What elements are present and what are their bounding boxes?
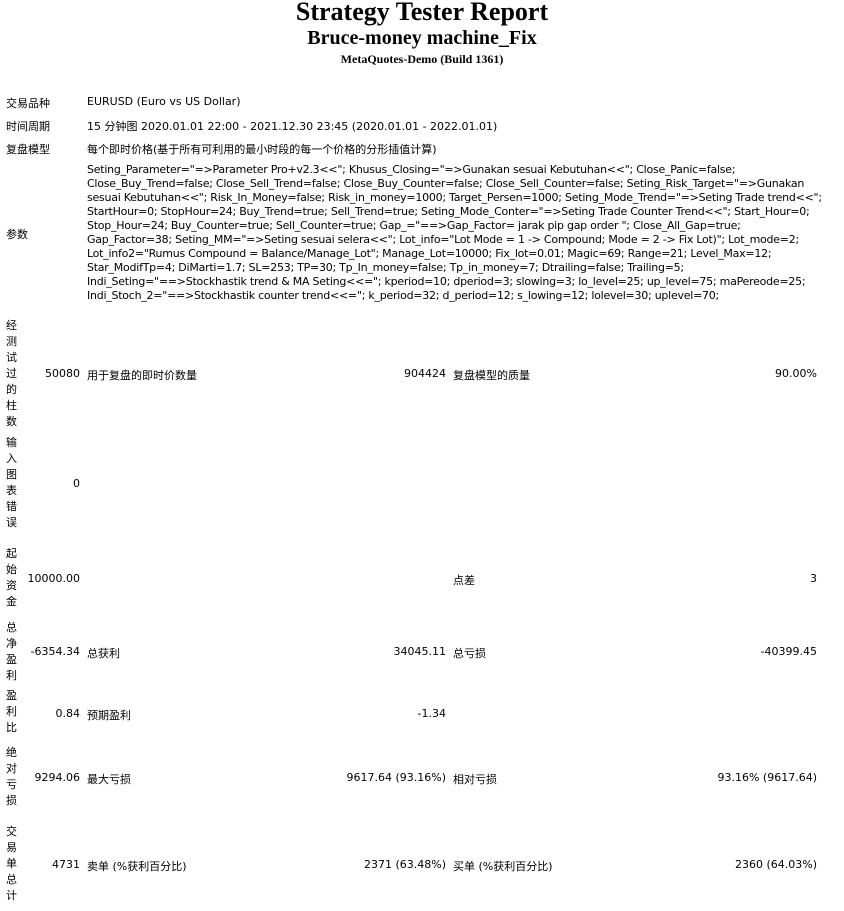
model-value: 每个即时价格(基于所有可利用的最小时段的每一个价格的分形插值计算) <box>87 143 437 156</box>
stat-value-3: 93.16% (9617.64) <box>717 771 817 784</box>
stat-value: 0 <box>73 477 80 490</box>
period-label: 时间周期 <box>6 120 50 133</box>
expert-name: Bruce-money machine_Fix <box>307 27 537 49</box>
stat-label: 交易单总计 <box>6 825 17 902</box>
stat-label-3: 点差 <box>453 574 475 587</box>
symbol-label: 交易品种 <box>6 97 50 110</box>
stat-value-3: 2360 (64.03%) <box>734 858 817 871</box>
stat-label: 盈利比 <box>6 689 17 734</box>
stat-value: 0.84 <box>55 707 81 720</box>
stat-value-2: 34045.11 <box>393 645 447 658</box>
stat-value-3: 90.00% <box>775 367 817 380</box>
stat-value-2: 9617.64 (93.16%) <box>346 771 446 784</box>
stat-label-3: 相对亏损 <box>453 773 497 786</box>
stat-label-2: 最大亏损 <box>87 773 131 786</box>
stat-value: 4731 <box>52 858 80 871</box>
stat-value-2: -1.34 <box>417 707 446 720</box>
stat-label-2: 卖单 (%获利百分比) <box>87 860 187 873</box>
stat-value-3: -40399.45 <box>760 645 817 658</box>
model-label: 复盘模型 <box>6 143 50 156</box>
stat-label-3: 复盘模型的质量 <box>453 369 530 382</box>
symbol-value: EURUSD (Euro vs US Dollar) <box>87 95 241 108</box>
stat-value: 10000.00 <box>27 572 81 585</box>
stat-label-3: 买单 (%获利百分比) <box>453 860 553 873</box>
stat-value: -6354.34 <box>30 645 80 658</box>
stat-value: 50080 <box>45 367 80 380</box>
stat-value-2: 2371 (63.48%) <box>363 858 446 871</box>
period-value: 15 分钟图 2020.01.01 22:00 - 2021.12.30 23:… <box>87 120 498 133</box>
stat-label: 绝对亏损 <box>6 746 17 807</box>
stat-label: 输入图表错误 <box>6 436 17 529</box>
stat-label: 总净盈利 <box>6 621 17 682</box>
stat-value-2: 904424 <box>404 367 446 380</box>
stat-label-2: 总获利 <box>87 647 120 660</box>
parameters-label: 参数 <box>6 228 28 241</box>
stat-value: 9294.06 <box>34 771 81 784</box>
stat-label: 起始资金 <box>6 547 17 608</box>
report-title: Strategy Tester Report <box>295 0 549 26</box>
stat-label-3: 总亏损 <box>453 647 486 660</box>
parameters-value: Seting_Parameter="=>Parameter Pro+v2.3<<… <box>87 163 822 302</box>
server-build: MetaQuotes-Demo (Build 1361) <box>340 52 504 66</box>
stat-value-3: 3 <box>810 572 817 585</box>
stat-label-2: 预期盈利 <box>87 709 131 722</box>
stat-label: 经测试过的柱数 <box>6 319 17 428</box>
stat-label-2: 用于复盘的即时价数量 <box>87 369 197 382</box>
